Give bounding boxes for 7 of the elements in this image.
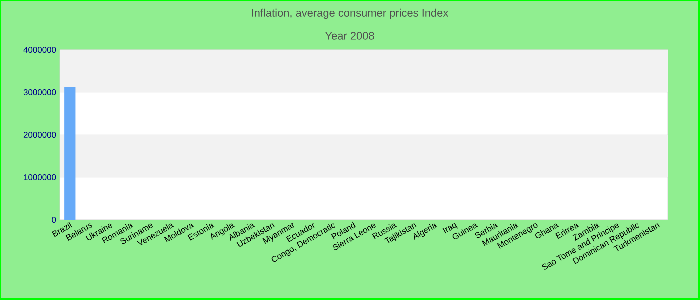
y-tick-label: 3000000 xyxy=(24,90,56,96)
y-tick-label: 0 xyxy=(52,217,56,223)
y-tick-label: 1000000 xyxy=(24,174,56,180)
chart-subtitle: Year 2008 xyxy=(325,32,374,40)
y-tick-label: 4000000 xyxy=(24,47,56,53)
y-tick-label: 2000000 xyxy=(24,132,56,138)
chart-title: Inflation, average consumer prices Index xyxy=(252,8,449,20)
